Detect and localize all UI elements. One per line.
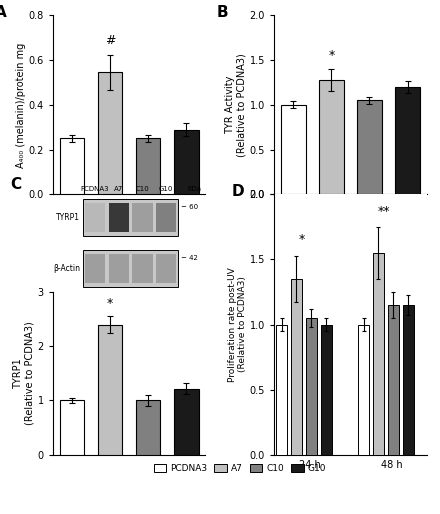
Text: β-Actin: β-Actin bbox=[53, 264, 80, 273]
Bar bbox=[156, 203, 176, 232]
Bar bbox=[85, 254, 106, 283]
Text: B: B bbox=[216, 5, 228, 20]
Bar bbox=[357, 100, 382, 194]
Text: − 60: − 60 bbox=[181, 204, 198, 210]
Text: G10: G10 bbox=[159, 187, 173, 192]
Bar bbox=[403, 305, 414, 455]
Bar bbox=[98, 324, 122, 455]
Bar bbox=[388, 305, 399, 455]
Bar bbox=[98, 72, 122, 194]
Bar bbox=[136, 138, 161, 194]
Bar bbox=[132, 203, 153, 232]
Bar bbox=[109, 203, 129, 232]
Bar bbox=[319, 80, 344, 194]
Bar bbox=[373, 253, 384, 455]
Text: **: ** bbox=[378, 205, 390, 218]
Text: A7: A7 bbox=[114, 187, 124, 192]
Text: *: * bbox=[328, 49, 334, 62]
Bar bbox=[291, 279, 302, 455]
Bar bbox=[174, 389, 198, 455]
Text: *: * bbox=[299, 233, 305, 246]
Y-axis label: A₄₀₀ (melanin)/protein mg: A₄₀₀ (melanin)/protein mg bbox=[15, 42, 26, 168]
Y-axis label: TYRP1
(Relative to PCDNA3): TYRP1 (Relative to PCDNA3) bbox=[13, 321, 35, 425]
Bar bbox=[321, 324, 332, 455]
Bar bbox=[156, 254, 176, 283]
Bar bbox=[276, 324, 287, 455]
Y-axis label: Proliferation rate post-UV
(Relative to PCDNA3): Proliferation rate post-UV (Relative to … bbox=[227, 267, 247, 382]
Bar bbox=[136, 400, 161, 455]
Bar bbox=[395, 87, 420, 194]
Bar bbox=[306, 318, 317, 455]
Text: *: * bbox=[107, 297, 113, 310]
Text: #: # bbox=[105, 34, 115, 47]
Bar bbox=[83, 199, 178, 236]
Text: KDa: KDa bbox=[187, 187, 201, 192]
Bar bbox=[60, 400, 84, 455]
Text: D: D bbox=[231, 184, 244, 199]
Text: TYRP1: TYRP1 bbox=[56, 213, 80, 223]
Y-axis label: TYR Activity
(Relative to PCDNA3): TYR Activity (Relative to PCDNA3) bbox=[225, 53, 247, 157]
Bar bbox=[60, 138, 84, 194]
Text: − 42: − 42 bbox=[181, 255, 198, 261]
Bar bbox=[85, 203, 106, 232]
Bar bbox=[83, 250, 178, 287]
Text: A: A bbox=[0, 5, 7, 20]
Text: C10: C10 bbox=[136, 187, 149, 192]
Legend: PCDNA3, A7, C10, G10: PCDNA3, A7, C10, G10 bbox=[150, 461, 330, 477]
Bar bbox=[281, 105, 306, 194]
Text: PCDNA3: PCDNA3 bbox=[81, 187, 110, 192]
Bar bbox=[174, 130, 198, 194]
Text: C: C bbox=[10, 177, 21, 192]
Bar bbox=[132, 254, 153, 283]
Bar bbox=[109, 254, 129, 283]
Bar bbox=[358, 324, 369, 455]
